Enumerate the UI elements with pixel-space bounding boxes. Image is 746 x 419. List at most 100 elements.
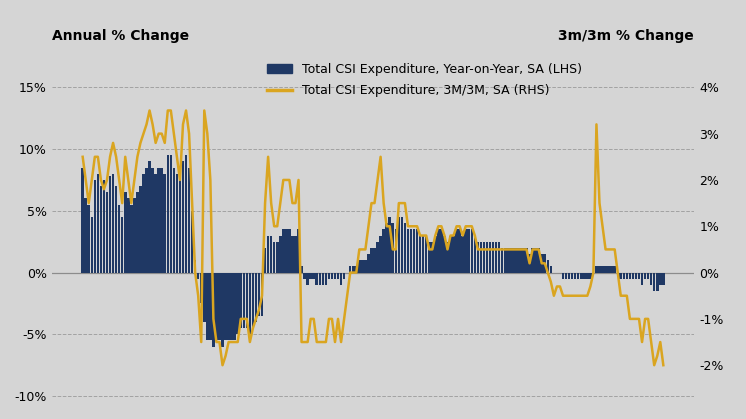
Bar: [242, 273, 245, 328]
Bar: [580, 273, 583, 279]
Bar: [407, 229, 410, 273]
Bar: [376, 242, 379, 273]
Bar: [294, 235, 297, 273]
Bar: [474, 235, 476, 273]
Bar: [437, 229, 439, 273]
Bar: [87, 204, 90, 273]
Bar: [225, 273, 227, 341]
Bar: [270, 235, 272, 273]
Bar: [358, 260, 360, 273]
Bar: [267, 235, 269, 273]
Bar: [254, 273, 257, 322]
Bar: [577, 273, 580, 279]
Bar: [428, 242, 430, 273]
Bar: [604, 266, 606, 273]
Bar: [659, 273, 662, 285]
Bar: [310, 273, 312, 279]
Bar: [100, 186, 102, 273]
Bar: [537, 248, 540, 273]
Bar: [151, 168, 154, 273]
Bar: [574, 273, 577, 279]
Bar: [231, 273, 233, 341]
Bar: [534, 248, 537, 273]
Bar: [185, 155, 187, 273]
Bar: [458, 229, 461, 273]
Legend: Total CSI Expenditure, Year-on-Year, SA (LHS), Total CSI Expenditure, 3M/3M, SA : Total CSI Expenditure, Year-on-Year, SA …: [264, 60, 584, 100]
Bar: [416, 229, 419, 273]
Bar: [175, 174, 178, 273]
Bar: [595, 266, 598, 273]
Bar: [492, 242, 495, 273]
Bar: [635, 273, 637, 279]
Bar: [349, 266, 351, 273]
Bar: [327, 273, 330, 279]
Bar: [218, 273, 221, 341]
Bar: [142, 174, 145, 273]
Bar: [228, 273, 230, 341]
Bar: [619, 273, 622, 279]
Bar: [434, 235, 436, 273]
Bar: [383, 229, 385, 273]
Bar: [647, 273, 650, 279]
Bar: [516, 248, 518, 273]
Bar: [222, 273, 224, 347]
Bar: [197, 273, 199, 279]
Bar: [501, 248, 504, 273]
Bar: [118, 204, 120, 273]
Bar: [446, 242, 449, 273]
Bar: [653, 273, 656, 291]
Bar: [468, 229, 470, 273]
Text: 3m/3m % Change: 3m/3m % Change: [558, 29, 694, 43]
Bar: [638, 273, 640, 279]
Bar: [330, 273, 333, 279]
Bar: [419, 235, 421, 273]
Bar: [304, 273, 306, 279]
Bar: [157, 168, 160, 273]
Bar: [610, 266, 613, 273]
Bar: [531, 248, 534, 273]
Bar: [339, 273, 342, 285]
Bar: [632, 273, 634, 279]
Bar: [154, 174, 157, 273]
Bar: [93, 180, 96, 273]
Bar: [355, 266, 357, 273]
Bar: [206, 273, 209, 341]
Bar: [507, 248, 510, 273]
Bar: [133, 199, 136, 273]
Bar: [203, 273, 206, 322]
Bar: [370, 248, 373, 273]
Bar: [239, 273, 242, 328]
Bar: [343, 273, 345, 279]
Bar: [301, 266, 303, 273]
Bar: [288, 229, 291, 273]
Bar: [236, 273, 239, 334]
Bar: [127, 199, 130, 273]
Bar: [440, 229, 442, 273]
Bar: [386, 223, 388, 273]
Bar: [285, 229, 288, 273]
Bar: [392, 223, 394, 273]
Bar: [297, 229, 300, 273]
Bar: [145, 168, 148, 273]
Bar: [251, 273, 254, 328]
Bar: [519, 248, 521, 273]
Bar: [257, 273, 260, 316]
Bar: [662, 273, 665, 285]
Bar: [84, 199, 87, 273]
Bar: [194, 260, 196, 273]
Bar: [589, 273, 592, 279]
Bar: [245, 273, 248, 328]
Bar: [273, 242, 275, 273]
Bar: [513, 248, 515, 273]
Bar: [601, 266, 604, 273]
Bar: [401, 217, 403, 273]
Bar: [629, 273, 631, 279]
Bar: [540, 254, 543, 273]
Bar: [172, 168, 175, 273]
Bar: [215, 273, 218, 341]
Bar: [504, 248, 507, 273]
Bar: [471, 229, 473, 273]
Bar: [112, 174, 114, 273]
Bar: [178, 180, 181, 273]
Bar: [525, 248, 528, 273]
